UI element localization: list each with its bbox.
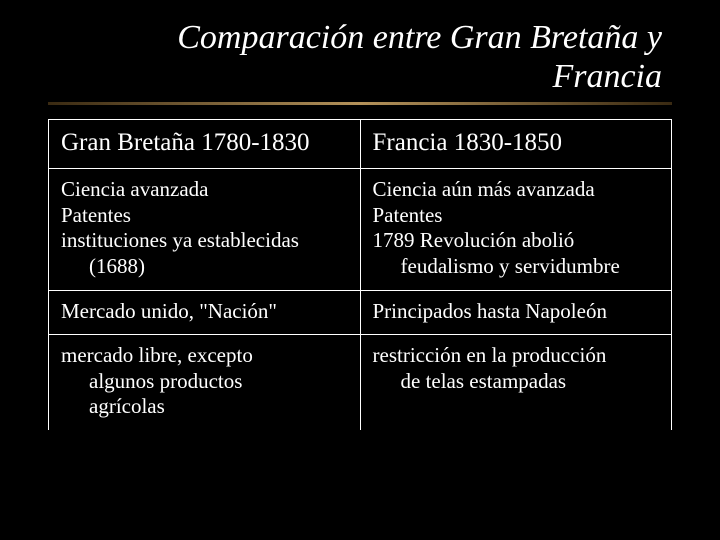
cell-line: instituciones ya establecidas	[61, 228, 350, 254]
header-gb: Gran Bretaña 1780-1830	[49, 120, 361, 169]
cell-line: 1789 Revolución abolió	[373, 228, 662, 254]
cell-fr-2: restricción en la producción de telas es…	[360, 335, 672, 430]
cell-line: Patentes	[373, 203, 662, 229]
title-underline	[48, 102, 672, 105]
cell-gb-0: Ciencia avanzada Patentes instituciones …	[49, 169, 361, 290]
cell-line: Ciencia aún más avanzada	[373, 177, 662, 203]
cell-fr-0: Ciencia aún más avanzada Patentes 1789 R…	[360, 169, 672, 290]
cell-gb-1: Mercado unido, "Nación"	[49, 290, 361, 335]
table-row: Mercado unido, "Nación" Principados hast…	[49, 290, 672, 335]
cell-line: Principados hasta Napoleón	[373, 299, 662, 325]
cell-line-indent: (1688)	[61, 254, 350, 280]
cell-line-indent: algunos productos	[61, 369, 350, 395]
cell-line: Patentes	[61, 203, 350, 229]
cell-line-indent: feudalismo y servidumbre	[373, 254, 662, 280]
slide-title: Comparación entre Gran Bretaña y Francia	[48, 18, 672, 96]
table-row: Ciencia avanzada Patentes instituciones …	[49, 169, 672, 290]
cell-line: Mercado unido, "Nación"	[61, 299, 350, 325]
table-row: mercado libre, excepto algunos productos…	[49, 335, 672, 430]
cell-line: mercado libre, excepto	[61, 343, 350, 369]
cell-line: Ciencia avanzada	[61, 177, 350, 203]
cell-line: restricción en la producción	[373, 343, 662, 369]
cell-line-indent: agrícolas	[61, 394, 350, 420]
cell-fr-1: Principados hasta Napoleón	[360, 290, 672, 335]
comparison-table: Gran Bretaña 1780-1830 Francia 1830-1850…	[48, 119, 672, 430]
table-header-row: Gran Bretaña 1780-1830 Francia 1830-1850	[49, 120, 672, 169]
cell-gb-2: mercado libre, excepto algunos productos…	[49, 335, 361, 430]
cell-line-indent: de telas estampadas	[373, 369, 662, 395]
header-fr: Francia 1830-1850	[360, 120, 672, 169]
slide: Comparación entre Gran Bretaña y Francia…	[0, 0, 720, 540]
